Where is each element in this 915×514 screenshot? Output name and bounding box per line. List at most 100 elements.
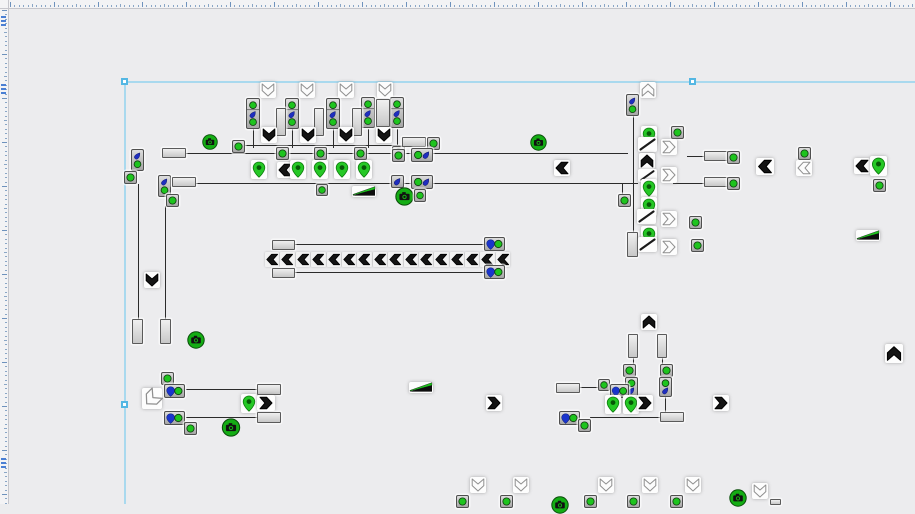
green-location-pin-icon[interactable] <box>251 160 267 179</box>
diverter-arm-icon[interactable] <box>637 209 656 224</box>
camera-monitor-icon[interactable] <box>551 496 569 514</box>
blue-pin-green-status-box[interactable] <box>164 384 185 398</box>
black-chevron-right-icon[interactable] <box>486 395 502 411</box>
blue-tag-box[interactable] <box>391 175 404 188</box>
black-chevron-down-icon[interactable] <box>144 272 160 288</box>
green-status-light[interactable] <box>166 194 179 207</box>
conveyor-segment-horizontal[interactable] <box>257 384 281 395</box>
selection-handle[interactable] <box>121 401 128 408</box>
green-status-light[interactable] <box>161 372 174 385</box>
sensor-stack-green-blue-green[interactable] <box>390 97 404 128</box>
green-location-pin-icon[interactable] <box>334 160 350 179</box>
black-chevron-left-icon[interactable] <box>554 160 570 176</box>
camera-monitor-icon[interactable] <box>187 331 205 349</box>
conveyor-segment-horizontal[interactable] <box>272 268 295 278</box>
black-chevron-down-icon[interactable] <box>300 127 316 143</box>
black-chevron-up-icon[interactable] <box>885 344 903 363</box>
conveyor-segment-horizontal[interactable] <box>704 177 728 187</box>
sensor-stack-blue-green[interactable] <box>131 149 144 171</box>
green-status-light[interactable] <box>414 189 426 202</box>
conveyor-segment-horizontal[interactable] <box>257 412 281 423</box>
green-location-pin-icon[interactable] <box>605 395 621 414</box>
green-status-light[interactable] <box>578 419 591 432</box>
black-chevron-left-icon[interactable] <box>756 158 774 175</box>
selection-handle[interactable] <box>121 78 128 85</box>
sensor-stack-blue-green[interactable] <box>158 175 171 197</box>
conveyor-segment-horizontal[interactable] <box>162 148 186 158</box>
green-location-pin-icon[interactable] <box>356 160 372 179</box>
conveyor-segment-vertical[interactable] <box>160 319 171 344</box>
conveyor-segment-vertical[interactable] <box>376 99 390 127</box>
green-status-light[interactable] <box>314 147 327 160</box>
white-chevron-down-icon[interactable] <box>685 477 701 493</box>
green-location-pin-icon[interactable] <box>623 395 639 414</box>
white-chevron-down-icon[interactable] <box>513 477 529 493</box>
green-status-light[interactable] <box>727 177 740 190</box>
blue-pin-green-status-box[interactable] <box>164 411 185 425</box>
green-status-light[interactable] <box>727 151 740 164</box>
black-chevron-right-icon[interactable] <box>257 395 275 411</box>
conveyor-segment-vertical[interactable] <box>352 108 362 136</box>
white-chevron-down-icon[interactable] <box>752 483 768 499</box>
incline-ramp-icon[interactable] <box>856 230 880 241</box>
green-status-light[interactable] <box>689 216 702 229</box>
diverter-arm-icon[interactable] <box>638 237 657 252</box>
green-location-pin-icon[interactable] <box>870 156 887 176</box>
blue-pin-green-status-box[interactable] <box>610 384 629 398</box>
conveyor-segment-vertical[interactable] <box>627 232 638 257</box>
green-location-pin-icon[interactable] <box>290 160 306 179</box>
black-chevron-up-icon[interactable] <box>641 314 657 330</box>
white-chevron-down-left-icon[interactable] <box>142 387 164 409</box>
white-chevron-down-icon[interactable] <box>377 82 393 98</box>
white-chevron-right-icon[interactable] <box>661 239 677 255</box>
conveyor-segment-horizontal[interactable] <box>172 177 196 187</box>
green-status-light[interactable] <box>691 239 704 252</box>
conveyor-segment-vertical[interactable] <box>628 334 638 358</box>
conveyor-segment-vertical[interactable] <box>657 334 667 358</box>
green-status-light[interactable] <box>598 379 610 391</box>
black-chevron-left-icon[interactable] <box>277 162 293 178</box>
green-status-light[interactable] <box>670 495 683 508</box>
green-status-light[interactable] <box>584 495 597 508</box>
conveyor-belt-chevrons[interactable] <box>265 252 512 268</box>
blue-pin-green-status-box[interactable] <box>484 237 505 251</box>
black-chevron-right-icon[interactable] <box>637 395 653 411</box>
conveyor-segment-horizontal[interactable] <box>556 383 580 393</box>
incline-ramp-icon[interactable] <box>352 186 376 197</box>
camera-monitor-icon[interactable] <box>202 134 218 150</box>
selection-handle[interactable] <box>689 78 696 85</box>
green-status-light[interactable] <box>427 137 440 150</box>
green-status-light[interactable] <box>627 495 640 508</box>
green-status-light[interactable] <box>671 126 684 139</box>
sensor-stack-blue-green[interactable] <box>626 94 639 116</box>
diverter-arm-icon[interactable] <box>638 137 657 152</box>
green-blue-status-box[interactable] <box>411 175 433 189</box>
incline-ramp-icon[interactable] <box>409 382 433 393</box>
conveyor-segment-horizontal[interactable] <box>704 151 728 161</box>
white-chevron-down-icon[interactable] <box>598 477 614 493</box>
green-status-light[interactable] <box>124 171 137 184</box>
conveyor-segment-vertical[interactable] <box>314 108 324 136</box>
blue-pin-green-status-box[interactable] <box>484 265 505 279</box>
white-chevron-down-icon[interactable] <box>338 82 354 98</box>
sensor-stack-green-blue-green[interactable] <box>361 97 375 128</box>
green-status-light[interactable] <box>232 140 245 153</box>
green-blue-status-box[interactable] <box>411 148 433 162</box>
conveyor-segment-horizontal[interactable] <box>660 412 684 422</box>
black-chevron-up-icon[interactable] <box>639 153 655 169</box>
conveyor-segment-vertical[interactable] <box>276 108 286 136</box>
white-chevron-right-icon[interactable] <box>661 167 677 183</box>
sensor-stack-green-blue-green[interactable] <box>326 98 340 129</box>
white-chevron-down-icon[interactable] <box>642 477 658 493</box>
black-chevron-down-icon[interactable] <box>376 127 392 143</box>
green-status-light[interactable] <box>623 364 636 377</box>
white-chevron-right-icon[interactable] <box>661 211 677 227</box>
green-location-pin-icon[interactable] <box>312 160 328 179</box>
camera-monitor-icon[interactable] <box>221 418 241 437</box>
green-status-light[interactable] <box>184 422 197 435</box>
camera-monitor-icon[interactable] <box>729 489 747 507</box>
green-status-light[interactable] <box>873 179 886 192</box>
green-status-light[interactable] <box>316 184 328 196</box>
black-chevron-down-icon[interactable] <box>261 127 277 143</box>
black-chevron-right-icon[interactable] <box>713 395 729 411</box>
